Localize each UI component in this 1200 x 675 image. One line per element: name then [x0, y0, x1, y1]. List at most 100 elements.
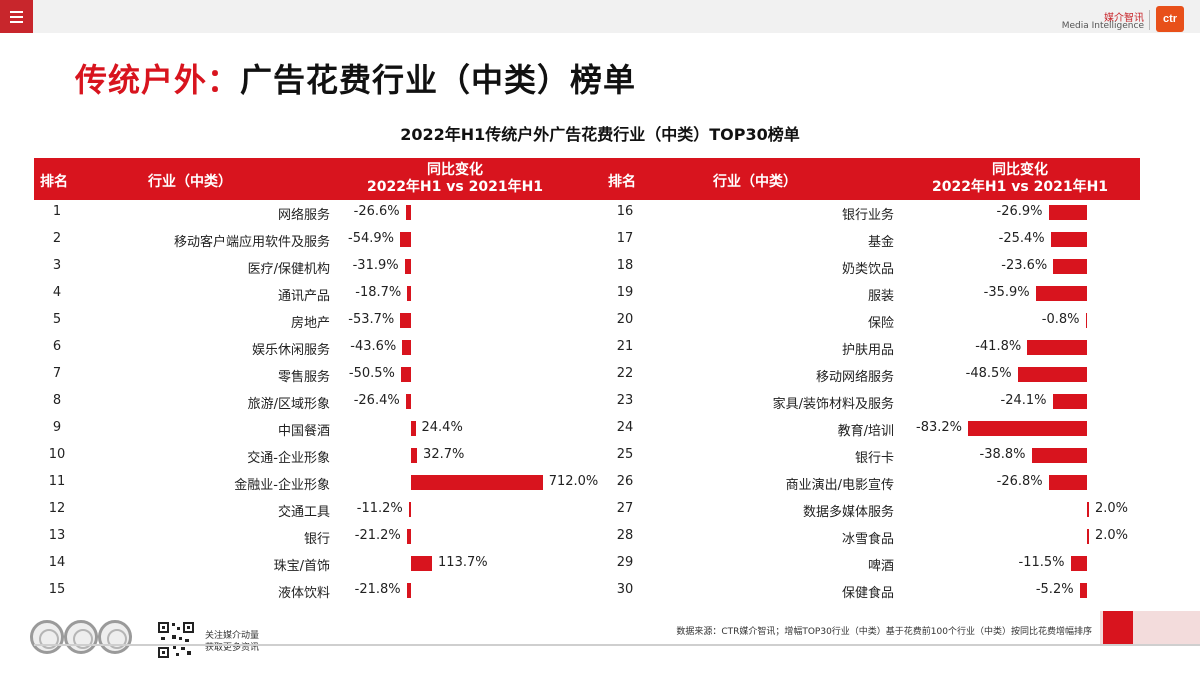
change-value: 24.4%: [421, 420, 463, 435]
industry-name: 金融业-企业形象: [234, 478, 330, 493]
industry-name: 娱乐休闲服务: [251, 343, 330, 358]
industry-name: 移动网络服务: [815, 370, 894, 385]
rank-number: 20: [616, 312, 634, 327]
industry-name: 冰雪食品: [841, 532, 894, 547]
change-bar: [411, 475, 543, 490]
rank-number: 24: [616, 420, 634, 435]
rank-number: 3: [52, 258, 62, 273]
qr-code-icon: [157, 621, 195, 659]
header-change-period: 2022年H1 vs 2021年H1: [366, 179, 544, 195]
rank-number: 16: [616, 204, 634, 219]
change-value: -21.2%: [354, 528, 401, 543]
change-value: -26.4%: [353, 393, 400, 408]
industry-name: 护肤用品: [841, 343, 894, 358]
rank-number: 28: [616, 528, 634, 543]
change-value: -26.8%: [996, 474, 1043, 489]
change-bar: [411, 448, 418, 463]
change-bar: [407, 286, 411, 301]
follow-text: 关注媒介动量 获取更多资讯: [205, 630, 259, 654]
rank-number: 21: [616, 339, 634, 354]
logo-divider: [1149, 10, 1150, 30]
change-bar: [1048, 475, 1087, 490]
industry-name: 零售服务: [277, 370, 330, 385]
change-value: -50.5%: [348, 366, 395, 381]
change-value: -83.2%: [916, 420, 963, 435]
rank-number: 11: [48, 474, 66, 489]
industry-name: 珠宝/首饰: [273, 559, 330, 574]
change-bar: [411, 556, 433, 571]
badge-icon: [64, 620, 98, 654]
rank-number: 5: [52, 312, 62, 327]
change-value: -43.6%: [350, 339, 397, 354]
industry-name: 保健食品: [841, 586, 894, 601]
rank-number: 22: [616, 366, 634, 381]
change-value: 2.0%: [1095, 528, 1129, 543]
data-source: 数据来源：CTR媒介智讯；增幅TOP30行业（中类）基于花费前100个行业（中类…: [676, 627, 1092, 637]
top-strip: [0, 0, 1200, 33]
header-rank: 排名: [40, 174, 68, 190]
header-change-period-right: 2022年H1 vs 2021年H1: [931, 179, 1109, 195]
change-value: -53.7%: [348, 312, 395, 327]
industry-name: 液体饮料: [277, 586, 330, 601]
rank-number: 17: [616, 231, 634, 246]
industry-name: 房地产: [290, 316, 330, 331]
change-bar: [968, 421, 1087, 436]
rank-number: 9: [52, 420, 62, 435]
rank-number: 19: [616, 285, 634, 300]
industry-name: 教育/培训: [837, 424, 894, 439]
change-bar: [405, 205, 411, 220]
change-value: -38.8%: [979, 447, 1026, 462]
change-bar: [1031, 448, 1087, 463]
change-value: -35.9%: [983, 285, 1030, 300]
brand-name-en: Media Intelligence: [1061, 21, 1144, 31]
page-title-prefix: 传统户外：: [75, 61, 241, 99]
change-bar: [402, 340, 411, 355]
industry-name: 中国餐酒: [277, 424, 330, 439]
header-industry-right: 行业（中类）: [713, 174, 797, 190]
rank-number: 27: [616, 501, 634, 516]
change-value: -24.1%: [1000, 393, 1047, 408]
change-bar: [404, 259, 411, 274]
table-header: [34, 158, 1140, 200]
change-value: -21.8%: [354, 582, 401, 597]
rank-number: 12: [48, 501, 66, 516]
rank-number: 1: [52, 204, 62, 219]
industry-name: 医疗/保健机构: [247, 262, 330, 277]
change-value: 2.0%: [1095, 501, 1129, 516]
menu-icon-line: [10, 21, 23, 23]
rank-number: 2: [52, 231, 62, 246]
industry-name: 服装: [867, 289, 894, 304]
change-bar: [1087, 529, 1089, 544]
change-value: -41.8%: [975, 339, 1022, 354]
chart-title: 2022年H1传统户外广告花费行业（中类）TOP30榜单: [400, 125, 800, 144]
page-title: 传统户外：广告花费行业（中类）榜单: [75, 55, 636, 101]
change-bar: [1053, 259, 1087, 274]
follow-line-1: 关注媒介动量: [205, 631, 260, 641]
change-bar: [1052, 394, 1087, 409]
change-value: -26.6%: [353, 204, 400, 219]
rank-number: 26: [616, 474, 634, 489]
rank-number: 18: [616, 258, 634, 273]
rank-number: 30: [616, 582, 634, 597]
industry-name: 数据多媒体服务: [802, 505, 894, 520]
change-bar: [1050, 232, 1087, 247]
change-bar: [1035, 286, 1087, 301]
ctr-logo: ctr: [1156, 6, 1184, 32]
rank-number: 29: [616, 555, 634, 570]
change-bar: [1070, 556, 1087, 571]
rank-number: 15: [48, 582, 66, 597]
footer-accent: [1103, 611, 1133, 645]
menu-icon-line: [10, 16, 23, 18]
industry-name: 网络服务: [277, 208, 330, 223]
rank-number: 13: [48, 528, 66, 543]
header-industry: 行业（中类）: [148, 174, 232, 190]
change-bar: [1085, 313, 1087, 328]
industry-name: 基金: [867, 235, 894, 250]
follow-line-2: 获取更多资讯: [205, 643, 260, 653]
change-value: -23.6%: [1001, 258, 1048, 273]
change-bar: [1048, 205, 1087, 220]
change-value: -11.5%: [1018, 555, 1065, 570]
header-change: 同比变化 2022年H1 vs 2021年H1: [355, 162, 555, 196]
menu-button[interactable]: [0, 0, 33, 33]
industry-name: 交通-企业形象: [247, 451, 330, 466]
